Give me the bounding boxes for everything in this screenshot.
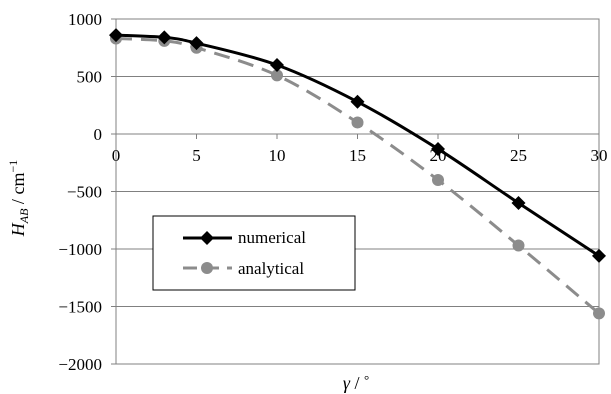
- point-numerical: [157, 30, 172, 45]
- y-axis-unit-exponent: −1: [6, 160, 20, 173]
- y-tick-label: −2000: [58, 355, 102, 374]
- x-axis-title: γ / °: [343, 372, 369, 393]
- legend-box: [152, 215, 356, 291]
- series-numerical: [109, 28, 606, 263]
- y-axis-symbol: H: [8, 222, 28, 237]
- series-layer: [109, 28, 606, 320]
- point-analytical: [512, 239, 525, 252]
- x-tick-label: 30: [591, 146, 608, 165]
- point-numerical: [592, 248, 606, 263]
- y-tick-label: −500: [67, 183, 102, 202]
- x-tick-label: 5: [192, 146, 201, 165]
- point-analytical: [351, 116, 364, 129]
- point-analytical: [593, 307, 605, 320]
- x-tick-label: 0: [112, 146, 121, 165]
- y-tick-label: 0: [94, 125, 103, 144]
- y-axis-subscript: AB: [17, 208, 31, 224]
- legend-label-numerical: numerical: [238, 228, 306, 247]
- point-numerical: [350, 94, 365, 109]
- legend-item-numerical: numerical: [183, 228, 306, 247]
- legend-marker-analytical: [201, 262, 213, 274]
- point-numerical: [109, 28, 123, 43]
- legend-label-analytical: analytical: [238, 259, 304, 278]
- point-numerical: [270, 58, 284, 72]
- y-tick-label: 500: [77, 68, 103, 87]
- x-axis-ticks: 051015202530: [112, 134, 608, 165]
- x-axis-unit: °: [364, 372, 369, 387]
- legend: numerical analytical: [152, 215, 356, 291]
- legend-item-analytical: analytical: [183, 259, 304, 278]
- point-analytical: [432, 174, 444, 186]
- gridlines: [116, 18, 599, 365]
- y-axis-title: HAB / cm−1: [6, 160, 31, 237]
- point-numerical: [431, 141, 445, 156]
- point-analytical: [271, 69, 283, 82]
- x-axis-symbol: γ: [343, 373, 351, 393]
- y-tick-label: −1000: [58, 240, 102, 259]
- y-axis-ticks: 1000 500 0 −500 −1000 −1500 −2000: [58, 10, 116, 374]
- point-numerical: [189, 36, 204, 51]
- point-numerical: [511, 196, 526, 210]
- y-tick-label: −1500: [58, 298, 102, 317]
- y-tick-label: 1000: [68, 10, 102, 29]
- y-axis-unit: cm: [8, 173, 28, 195]
- legend-marker-numerical: [200, 231, 214, 245]
- x-tick-label: 10: [269, 146, 286, 165]
- x-tick-label: 25: [510, 146, 527, 165]
- x-tick-label: 15: [349, 146, 366, 165]
